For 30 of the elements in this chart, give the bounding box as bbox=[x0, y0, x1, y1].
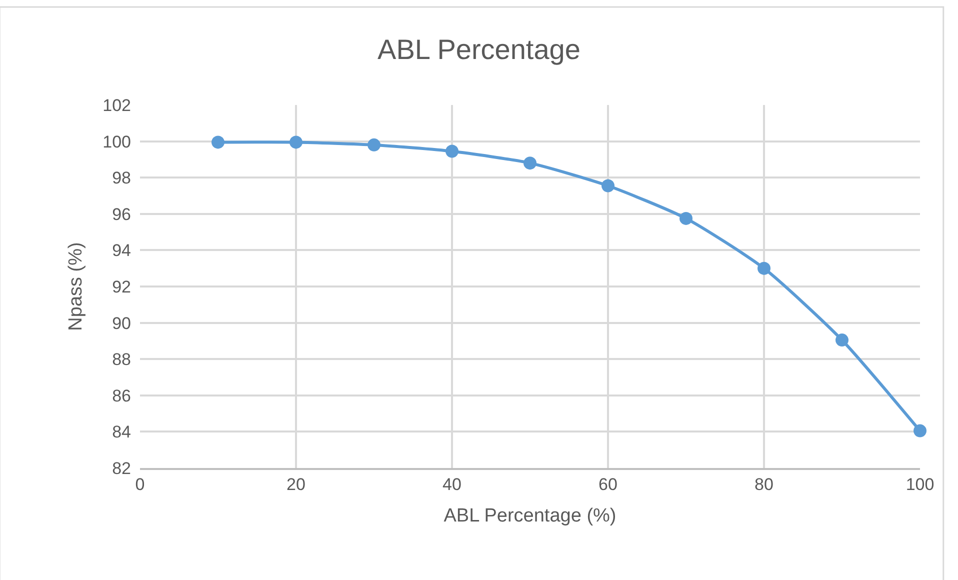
y-tick-label: 102 bbox=[102, 96, 131, 115]
point bbox=[290, 136, 302, 149]
y-tick-label: 96 bbox=[112, 204, 131, 224]
x-tick-label: 40 bbox=[442, 475, 462, 494]
y-tick-label: 100 bbox=[102, 132, 131, 152]
y-tick-label: 86 bbox=[112, 386, 131, 406]
y-axis-title: Npass (%) bbox=[65, 242, 86, 331]
point bbox=[446, 144, 458, 158]
x-tick-label: 80 bbox=[754, 475, 774, 494]
x-axis-title: ABL Percentage (%) bbox=[444, 505, 616, 526]
y-tick-label: 88 bbox=[112, 350, 131, 370]
point bbox=[368, 138, 380, 152]
y-tick-label: 94 bbox=[112, 241, 131, 260]
x-tick-label: 100 bbox=[906, 475, 934, 494]
point bbox=[680, 212, 692, 225]
point bbox=[524, 156, 536, 170]
point bbox=[212, 136, 224, 149]
x-tick-label: 60 bbox=[598, 475, 618, 494]
point bbox=[602, 179, 614, 192]
x-tick-label: 20 bbox=[286, 475, 306, 494]
x-tick-label: 0 bbox=[135, 475, 145, 494]
point bbox=[836, 334, 848, 347]
point bbox=[758, 262, 770, 275]
y-tick-label: 90 bbox=[112, 314, 131, 333]
y-tick-label: 84 bbox=[112, 422, 131, 442]
point bbox=[914, 424, 926, 438]
y-tick-label: 92 bbox=[112, 277, 131, 296]
chart-title: ABL Percentage bbox=[378, 34, 580, 66]
y-tick-label: 98 bbox=[112, 168, 131, 188]
y-tick-label: 82 bbox=[112, 458, 131, 478]
